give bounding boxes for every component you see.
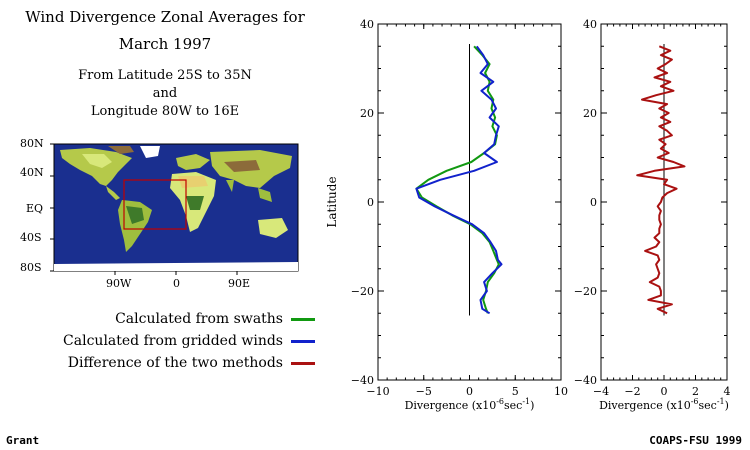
map-lat-label: 80S xyxy=(20,261,42,274)
y-tick-label: −40 xyxy=(351,374,374,387)
x-tick-label: 5 xyxy=(512,385,519,398)
x-tick-label: 2 xyxy=(692,385,699,398)
x-tick-label: 4 xyxy=(724,385,731,398)
chart-title-line1: Wind Divergence Zonal Averages for xyxy=(25,8,305,26)
continent-australia xyxy=(258,218,288,238)
continent-south-america xyxy=(118,200,152,252)
x-tick-label: −10 xyxy=(366,385,389,398)
continent-central-america xyxy=(106,186,120,200)
legend-swatch-blue xyxy=(291,339,315,343)
y-tick-label: −40 xyxy=(574,374,597,387)
study-region-box xyxy=(123,179,187,230)
y-axis-label: Latitude xyxy=(325,176,339,227)
legend-item-difference: Difference of the two methods xyxy=(68,355,315,371)
map-lat-label: 40S xyxy=(20,231,42,244)
legend-label: Calculated from gridded winds xyxy=(63,333,283,349)
y-tick-label: 0 xyxy=(367,196,374,209)
series-line xyxy=(636,45,686,315)
y-tick-label: 20 xyxy=(360,107,374,120)
world-map: 80N 40N EQ 40S 80S xyxy=(20,136,310,290)
legend-swatch-red xyxy=(291,361,315,365)
map-svg xyxy=(50,143,299,275)
x-tick-label: 0 xyxy=(466,385,473,398)
footer-credit: COAPS-FSU 1999 xyxy=(649,434,742,447)
y-tick-label: 0 xyxy=(590,196,597,209)
chart-title-line2: March 1997 xyxy=(118,35,212,53)
continent-europe xyxy=(176,154,210,170)
series-line xyxy=(415,45,503,315)
x-tick-label: 0 xyxy=(661,385,668,398)
x-axis-label: Divergence (x10-6sec-1) xyxy=(599,397,729,412)
continent-north-america xyxy=(60,148,132,186)
legend-item-swaths: Calculated from swaths xyxy=(115,311,315,327)
y-tick-label: 20 xyxy=(583,107,597,120)
map-lat-label: EQ xyxy=(26,202,44,215)
x-tick-label: −5 xyxy=(416,385,432,398)
y-tick-label: 40 xyxy=(360,18,374,31)
subtitle-line3: Longitude 80W to 16E xyxy=(90,104,240,119)
map-lon-label: 90W xyxy=(106,277,132,290)
x-tick-label: 10 xyxy=(554,385,568,398)
continent-greenland xyxy=(140,146,160,158)
y-tick-label: −20 xyxy=(351,285,374,298)
x-axis-label: Divergence (x10-6sec-1) xyxy=(405,397,535,412)
subtitle-line1: From Latitude 25S to 35N xyxy=(78,68,252,83)
legend-swatch-green xyxy=(291,317,315,321)
map-lat-label: 80N xyxy=(20,137,44,150)
x-tick-label: −2 xyxy=(624,385,640,398)
subtitle-line2: and xyxy=(152,86,178,101)
y-tick-label: 40 xyxy=(583,18,597,31)
map-lon-label: 0 xyxy=(173,277,180,290)
map-lat-label: 40N xyxy=(20,166,44,179)
legend-label: Calculated from swaths xyxy=(115,311,283,327)
x-tick-label: −4 xyxy=(593,385,609,398)
legend-label: Difference of the two methods xyxy=(67,355,283,371)
footer-author: Grant xyxy=(6,434,40,447)
continent-antarctica xyxy=(54,262,298,271)
map-lon-label: 90E xyxy=(228,277,251,290)
legend-item-gridded: Calculated from gridded winds xyxy=(63,333,315,349)
y-tick-label: −20 xyxy=(574,285,597,298)
